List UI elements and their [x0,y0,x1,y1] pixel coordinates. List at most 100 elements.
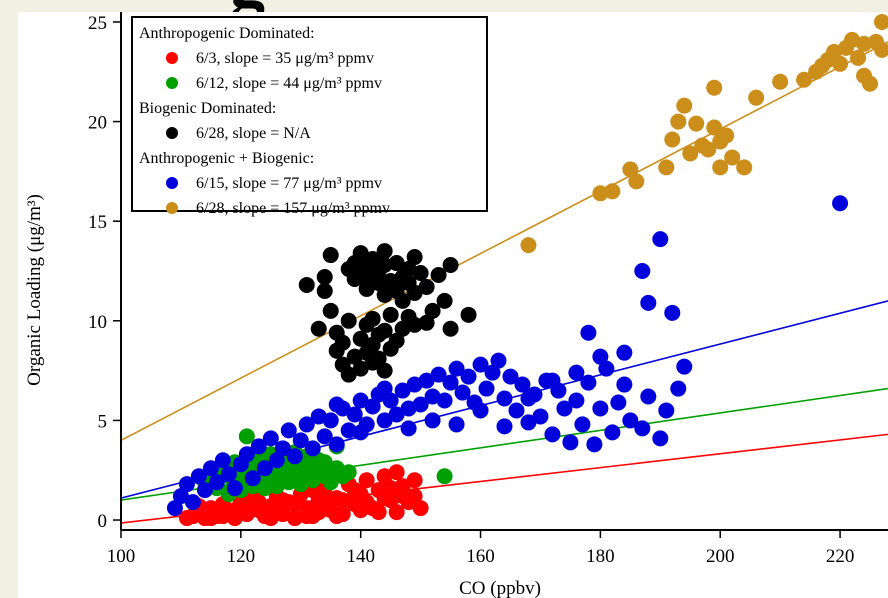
data-point [322,247,339,264]
data-point [316,454,333,471]
data-point [556,400,573,417]
data-point [622,161,639,178]
data-point [358,280,375,297]
data-point [568,364,585,381]
data-point [418,372,435,389]
data-point [796,71,813,88]
data-point [712,159,729,176]
data-point [406,488,423,505]
data-point [616,344,633,361]
data-point [580,374,597,391]
data-point [658,159,675,176]
data-point [238,428,255,445]
data-point [532,408,549,425]
legend-marker [166,52,178,64]
series-4 [520,13,888,254]
data-point [340,366,357,383]
data-point [622,412,639,429]
data-point [238,446,255,463]
legend-entry: 6/28, slope = N/A [196,125,311,142]
data-point [508,402,525,419]
data-point [376,380,393,397]
data-point [604,424,621,441]
data-point [856,35,873,52]
data-point [388,464,405,481]
data-point [640,294,657,311]
data-point [436,292,453,309]
data-point [520,414,537,431]
x-tick-label: 100 [107,546,136,567]
data-point [544,426,561,443]
legend-marker [166,127,178,139]
data-point [496,390,513,407]
data-point [202,510,219,527]
legend: Anthropogenic Dominated: 6/3, slope = 35 … [131,16,488,217]
y-tick-label: 25 [88,13,107,34]
fit-line-4 [120,41,888,442]
data-point [424,412,441,429]
data-point [580,324,597,341]
data-point [304,440,321,457]
data-point [376,490,393,507]
data-point [316,428,333,445]
data-point [472,402,489,419]
data-point [172,488,189,505]
data-point [298,416,315,433]
data-point [412,500,429,517]
data-point [214,508,231,525]
data-point [562,434,579,451]
data-point [370,274,387,291]
data-point [514,376,531,393]
data-point [484,364,501,381]
legend-box [131,16,488,212]
data-point [196,482,213,499]
data-point [166,500,183,517]
data-point [676,358,693,375]
data-point [430,266,447,283]
data-point [280,466,297,483]
data-point [394,488,411,505]
data-point [772,73,789,90]
data-point [544,372,561,389]
data-point [376,362,393,379]
data-point [346,482,363,499]
data-point [388,332,405,349]
y-tick-label: 20 [88,113,107,134]
data-point [220,466,237,483]
data-point [376,257,393,274]
data-point [700,141,717,158]
x-ticks: 100 120 140 160 180 200 220 [107,530,855,567]
data-point [286,448,303,465]
data-point [736,159,753,176]
data-point [328,436,345,453]
data-point [406,316,423,333]
data-point [382,392,399,409]
y-ticks: 0 5 10 15 20 25 [88,13,121,532]
data-point [292,464,309,481]
data-point [592,400,609,417]
y-tick-label: 0 [98,511,108,532]
data-point [436,468,453,485]
legend-marker [166,177,178,189]
data-point [472,356,489,373]
data-point [364,398,381,415]
data-point [352,245,369,262]
series-3 [166,195,849,517]
data-point [502,368,519,385]
data-point [346,406,363,423]
data-point [406,249,423,266]
data-point [262,510,279,527]
data-point [418,278,435,295]
data-point [832,195,849,212]
data-point [586,436,603,453]
data-point [634,420,651,437]
x-tick-label: 180 [586,546,615,567]
data-point [298,508,315,525]
data-point [388,504,405,521]
data-point [634,263,651,279]
data-point [190,468,207,485]
x-tick-label: 220 [826,546,855,567]
data-point [670,113,687,130]
data-point [610,394,627,411]
